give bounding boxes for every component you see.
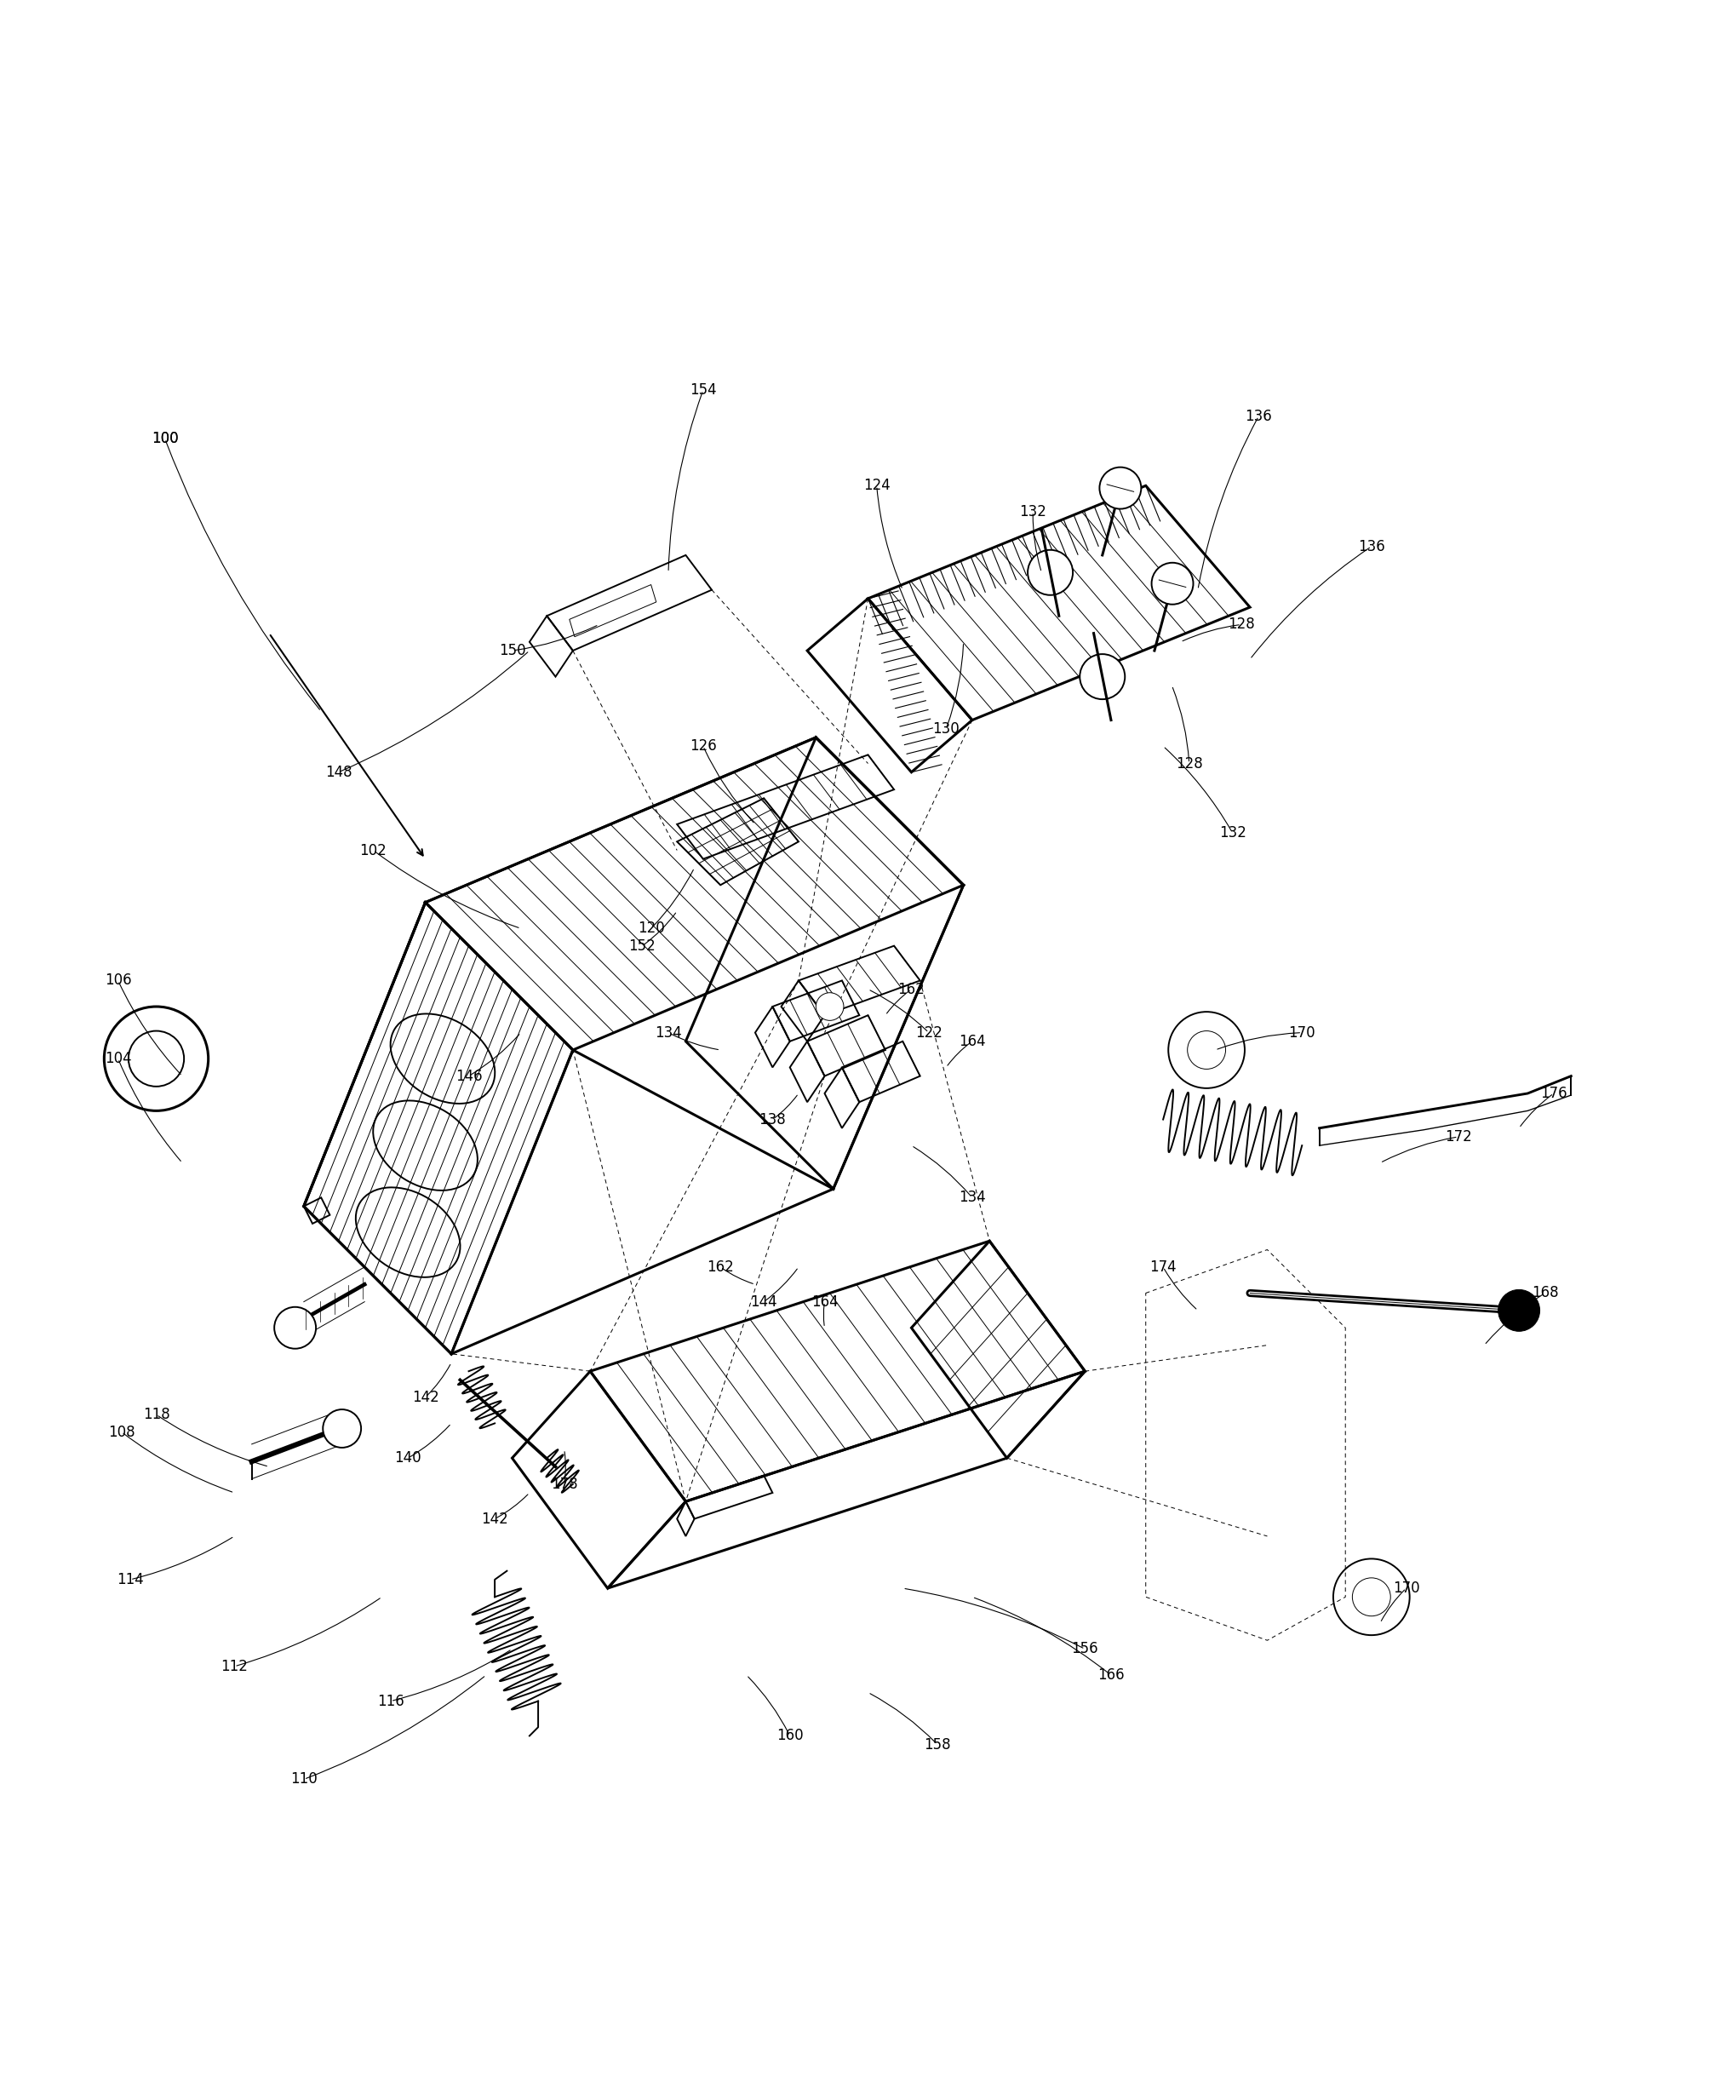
Text: 146: 146 bbox=[455, 1069, 483, 1084]
Text: 134: 134 bbox=[958, 1191, 986, 1205]
Text: 160: 160 bbox=[776, 1728, 804, 1743]
Text: 140: 140 bbox=[394, 1451, 422, 1466]
Text: 138: 138 bbox=[759, 1111, 786, 1128]
Text: 120: 120 bbox=[637, 920, 665, 937]
Text: 166: 166 bbox=[1097, 1667, 1125, 1682]
Text: 128: 128 bbox=[1227, 617, 1255, 632]
Text: 130: 130 bbox=[932, 720, 960, 737]
Text: 106: 106 bbox=[104, 972, 132, 989]
Text: 164: 164 bbox=[811, 1294, 838, 1310]
Circle shape bbox=[274, 1306, 316, 1348]
Circle shape bbox=[1028, 550, 1073, 594]
Text: 114: 114 bbox=[116, 1573, 144, 1588]
Text: 152: 152 bbox=[628, 939, 656, 953]
Text: 136: 136 bbox=[1358, 540, 1385, 554]
Text: 116: 116 bbox=[377, 1693, 404, 1709]
Circle shape bbox=[1498, 1289, 1540, 1331]
Text: 158: 158 bbox=[924, 1737, 951, 1751]
Text: 132: 132 bbox=[1019, 504, 1047, 519]
Text: 142: 142 bbox=[411, 1390, 439, 1405]
Text: 124: 124 bbox=[863, 479, 891, 493]
Text: 150: 150 bbox=[498, 643, 526, 657]
Text: 170: 170 bbox=[1392, 1581, 1420, 1596]
Text: 156: 156 bbox=[1071, 1642, 1099, 1657]
Text: 168: 168 bbox=[1531, 1285, 1559, 1300]
Circle shape bbox=[1099, 466, 1141, 508]
Text: 134: 134 bbox=[654, 1025, 682, 1039]
Text: 104: 104 bbox=[104, 1050, 132, 1067]
Text: 128: 128 bbox=[1175, 756, 1203, 771]
Text: 136: 136 bbox=[1245, 410, 1272, 424]
Text: 164: 164 bbox=[958, 1033, 986, 1050]
Circle shape bbox=[323, 1409, 361, 1447]
Text: 108: 108 bbox=[108, 1424, 135, 1441]
Text: 126: 126 bbox=[689, 739, 717, 754]
Text: 162: 162 bbox=[707, 1260, 734, 1275]
Text: 100: 100 bbox=[151, 430, 179, 447]
Text: 112: 112 bbox=[220, 1659, 248, 1674]
Text: 174: 174 bbox=[1149, 1260, 1177, 1275]
Circle shape bbox=[816, 993, 844, 1021]
Text: 162: 162 bbox=[898, 981, 925, 997]
Text: 122: 122 bbox=[915, 1025, 943, 1039]
Text: 132: 132 bbox=[1219, 825, 1246, 840]
Text: 176: 176 bbox=[1540, 1086, 1568, 1100]
Text: 148: 148 bbox=[325, 764, 352, 779]
Text: 154: 154 bbox=[689, 382, 717, 397]
Text: 102: 102 bbox=[359, 842, 387, 859]
Circle shape bbox=[1151, 563, 1193, 605]
Text: 178: 178 bbox=[550, 1476, 578, 1491]
Text: 118: 118 bbox=[142, 1407, 170, 1422]
Text: 170: 170 bbox=[1288, 1025, 1316, 1039]
Text: 172: 172 bbox=[1444, 1130, 1472, 1144]
Text: 110: 110 bbox=[290, 1772, 318, 1787]
Text: 142: 142 bbox=[481, 1512, 509, 1527]
Text: 100: 100 bbox=[151, 430, 179, 447]
Text: 144: 144 bbox=[750, 1294, 778, 1310]
Circle shape bbox=[1080, 653, 1125, 699]
